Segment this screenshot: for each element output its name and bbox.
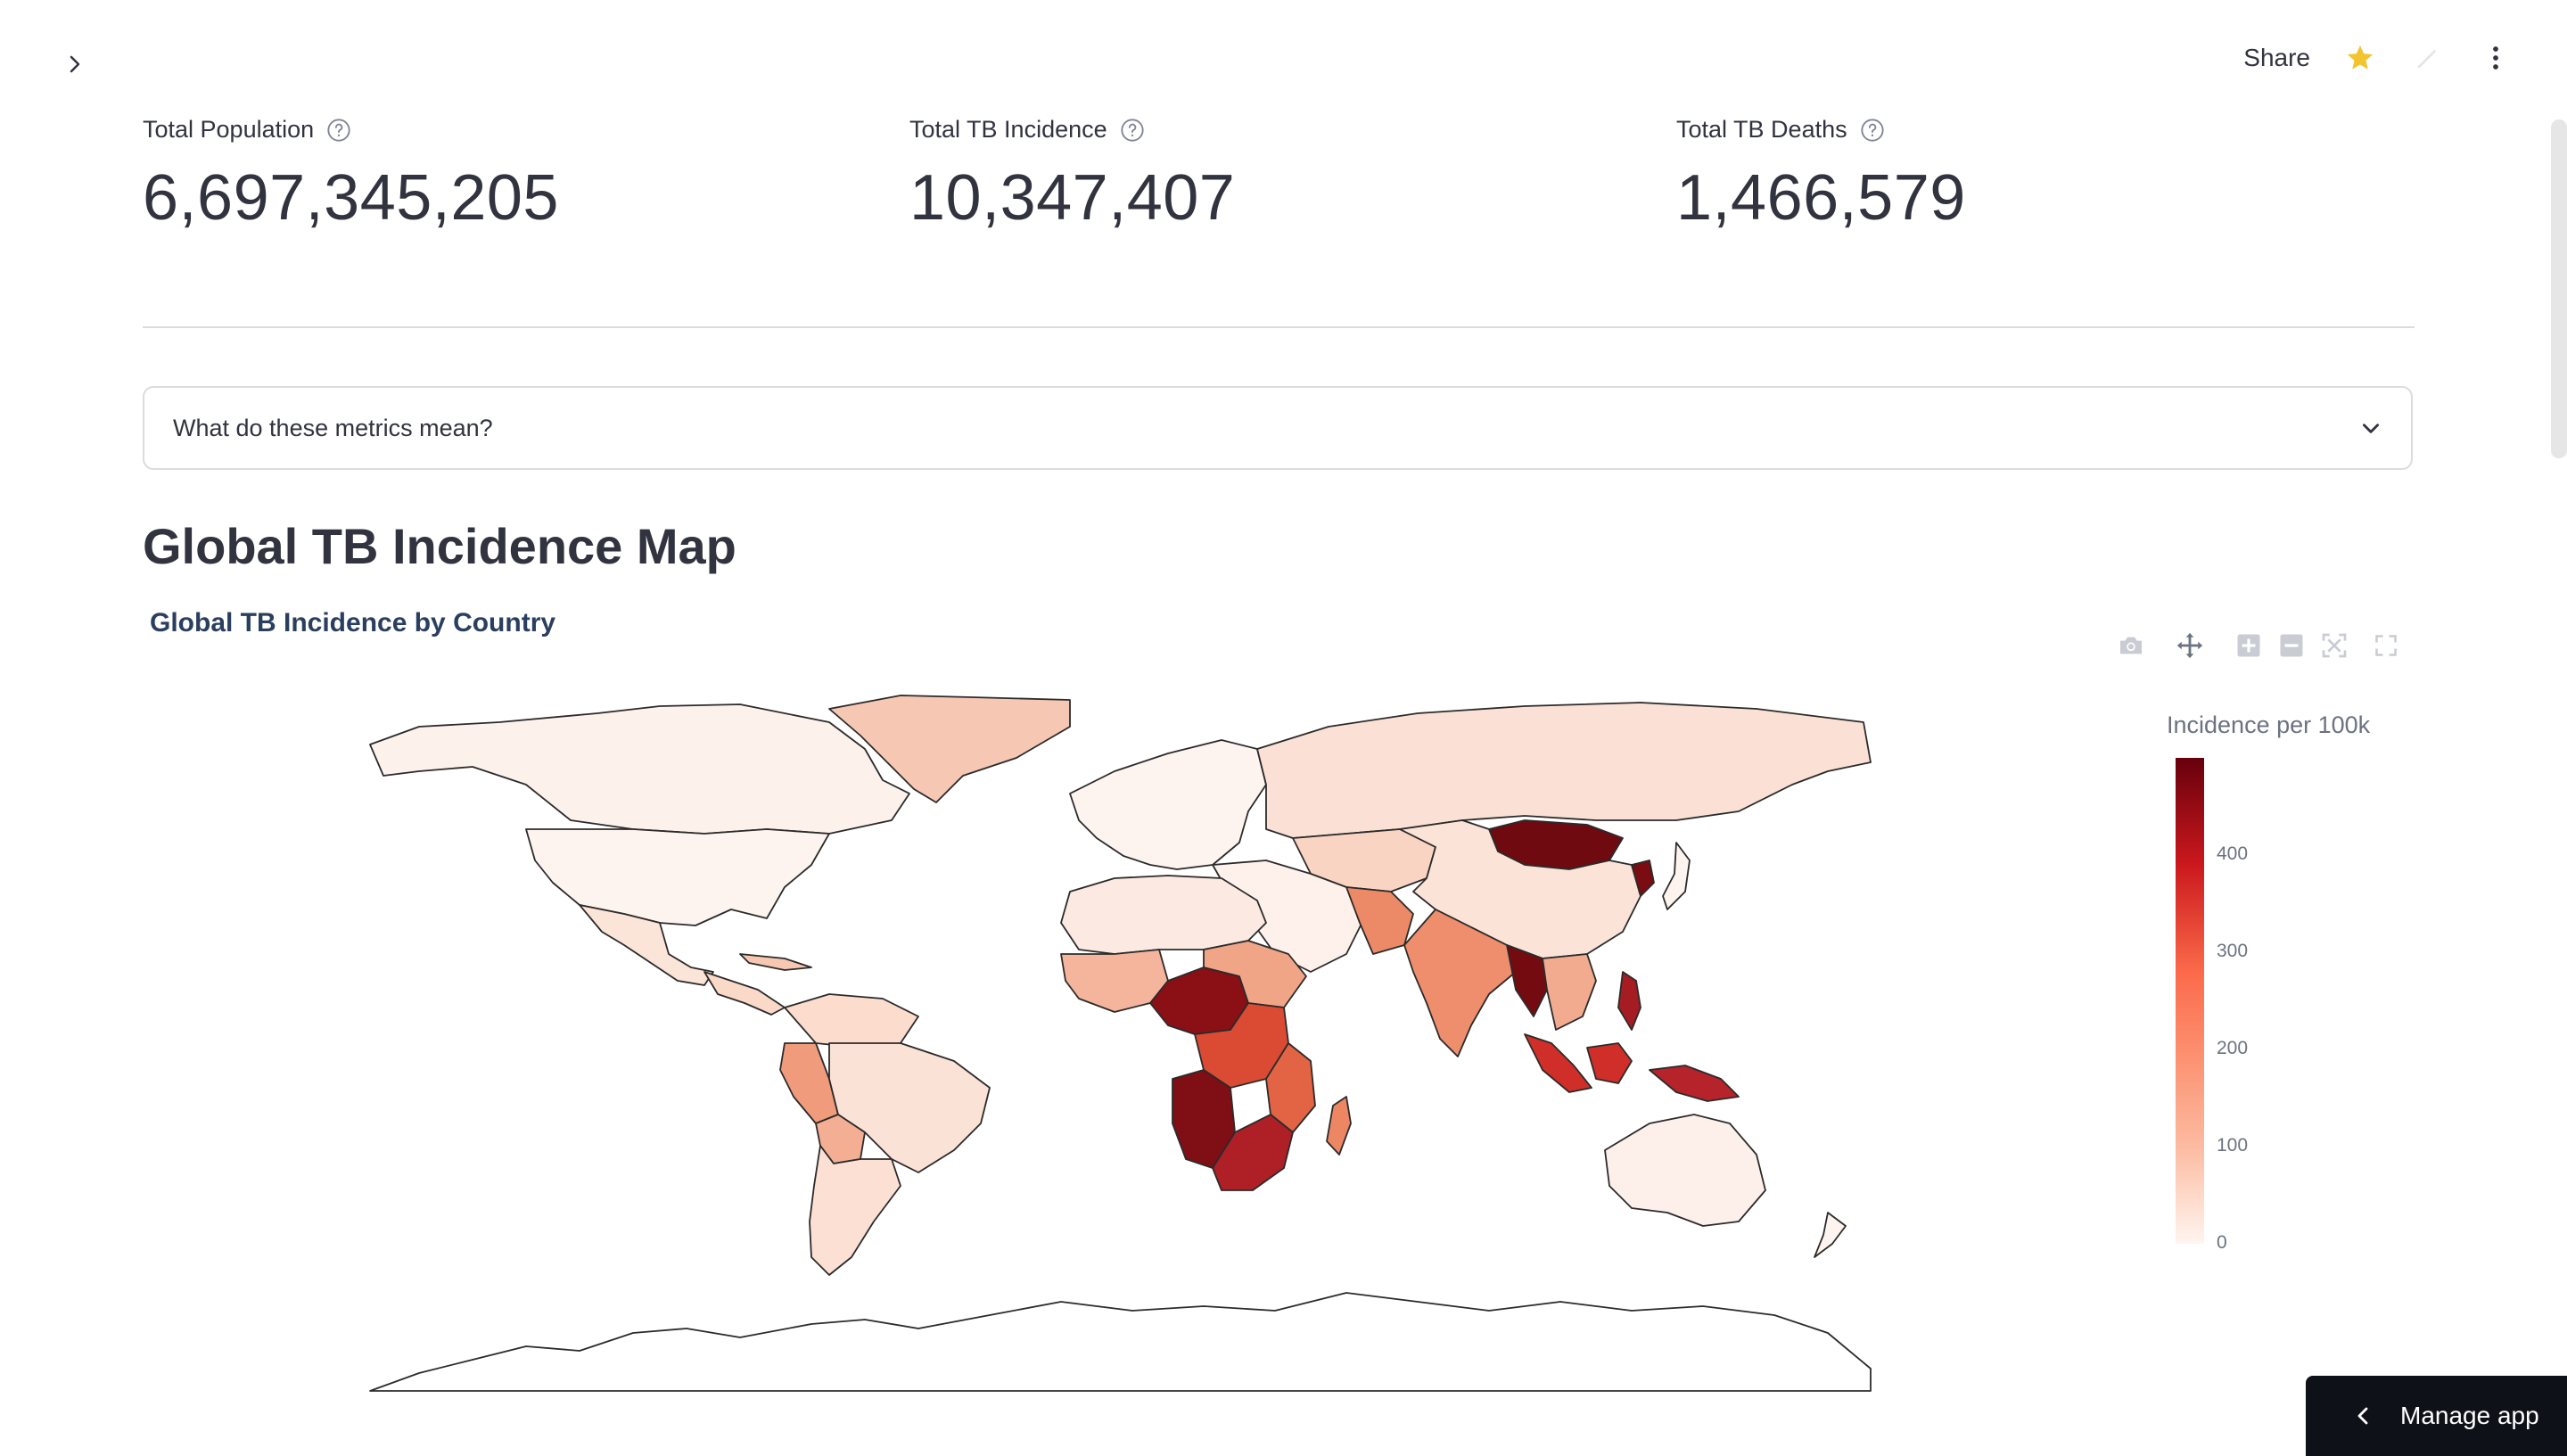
- share-button[interactable]: Share: [2243, 44, 2310, 71]
- map-region-russia[interactable]: [1256, 702, 1872, 839]
- map-region-canada-alaska[interactable]: [369, 703, 910, 835]
- colorbar-tick: 0: [2217, 1232, 2227, 1253]
- star-icon: [2347, 45, 2374, 70]
- map-region-north-africa[interactable]: [1060, 875, 1267, 955]
- manage-app-button[interactable]: Manage app: [2306, 1376, 2567, 1456]
- metric-label: Total TB Deaths: [1676, 116, 1847, 143]
- fullscreen-icon: [2375, 635, 2397, 656]
- fullscreen-button[interactable]: [2365, 624, 2407, 667]
- more-vertical-icon: [2493, 46, 2498, 70]
- map-region-sumatra-malaysia[interactable]: [1524, 1033, 1592, 1093]
- help-icon[interactable]: [326, 118, 351, 143]
- toolbar: Share: [2243, 36, 2514, 80]
- expander-label: What do these metrics mean?: [173, 414, 493, 441]
- section-title: Global TB Incidence Map: [143, 518, 736, 574]
- map-region-antarctica[interactable]: [369, 1292, 1872, 1392]
- map-region-india[interactable]: [1403, 909, 1517, 1057]
- map-region-brazil[interactable]: [828, 1042, 991, 1173]
- metric-label: Total TB Incidence: [909, 116, 1107, 143]
- map-region-greenland[interactable]: [828, 695, 1071, 803]
- manage-app-label: Manage app: [2400, 1402, 2539, 1429]
- help-icon[interactable]: [1860, 118, 1885, 143]
- zoom-in-button[interactable]: [2227, 624, 2270, 667]
- help-icon[interactable]: [1120, 118, 1145, 143]
- pan-icon: [2176, 632, 2203, 659]
- zoom-out-icon: [2280, 634, 2303, 657]
- map-region-south-africa[interactable]: [1212, 1114, 1294, 1191]
- sidebar-toggle-button[interactable]: [59, 48, 91, 80]
- divider: [143, 326, 2415, 328]
- map-region-indochina[interactable]: [1542, 953, 1597, 1031]
- metric-value: 1,466,579: [1676, 162, 1966, 234]
- map-region-north-korea[interactable]: [1631, 860, 1655, 897]
- map-region-china[interactable]: [1399, 819, 1641, 959]
- metric-value: 10,347,407: [909, 162, 1236, 234]
- metric-label: Total Population: [143, 116, 315, 143]
- colorbar-tick: 100: [2217, 1135, 2249, 1156]
- edit-button[interactable]: [2410, 40, 2446, 76]
- map-region-japan[interactable]: [1662, 842, 1691, 910]
- download-png-button[interactable]: [2110, 624, 2152, 667]
- favorite-button[interactable]: [2342, 40, 2378, 76]
- map-region-madagascar[interactable]: [1326, 1096, 1352, 1156]
- autoscale-icon: [2322, 633, 2347, 658]
- map-region-southern-cone[interactable]: [809, 1145, 901, 1276]
- map-region-europe[interactable]: [1069, 739, 1267, 870]
- map-region-new-guinea[interactable]: [1649, 1065, 1740, 1102]
- map-region-australia[interactable]: [1604, 1114, 1766, 1227]
- chevron-left-icon: [2357, 1407, 2368, 1425]
- map-region-usa[interactable]: [525, 828, 830, 926]
- metric-total-population: Total Population 6,697,345,205: [143, 116, 559, 234]
- metric-value: 6,697,345,205: [143, 162, 559, 234]
- edit-icon: [2417, 50, 2436, 69]
- chart-modebar: [2110, 624, 2407, 667]
- map-region-borneo-java[interactable]: [1586, 1042, 1633, 1084]
- chart-title: Global TB Incidence by Country: [150, 608, 556, 638]
- metric-total-tb-incidence: Total TB Incidence 10,347,407: [909, 116, 1235, 234]
- map-region-central-america[interactable]: [703, 971, 786, 1016]
- scrollbar[interactable]: [2551, 119, 2567, 458]
- colorbar-title: Incidence per 100k: [2167, 712, 2371, 738]
- zoom-in-icon: [2237, 634, 2260, 657]
- main-menu-button[interactable]: [2478, 40, 2514, 76]
- colorbar-tick: 200: [2217, 1038, 2249, 1058]
- map-region-new-zealand[interactable]: [1814, 1212, 1847, 1258]
- pan-button[interactable]: [2168, 624, 2211, 667]
- map-region-caribbean[interactable]: [739, 953, 812, 971]
- zoom-out-button[interactable]: [2270, 624, 2313, 667]
- colorbar-tick: 300: [2217, 941, 2249, 961]
- camera-icon: [2120, 637, 2142, 654]
- metric-total-tb-deaths: Total TB Deaths 1,466,579: [1676, 116, 1966, 234]
- chevron-right-icon: [70, 55, 80, 73]
- colorbar: [2176, 758, 2204, 1244]
- reset-view-button[interactable]: [2313, 624, 2356, 667]
- map-region-colombia-venezuela[interactable]: [784, 993, 919, 1049]
- colorbar-tick: 400: [2217, 843, 2249, 864]
- chevron-down-icon: [2363, 424, 2379, 433]
- metrics-expander[interactable]: What do these metrics mean?: [143, 386, 2413, 470]
- world-choropleth-map[interactable]: [366, 687, 1872, 1400]
- map-region-philippines[interactable]: [1617, 971, 1641, 1031]
